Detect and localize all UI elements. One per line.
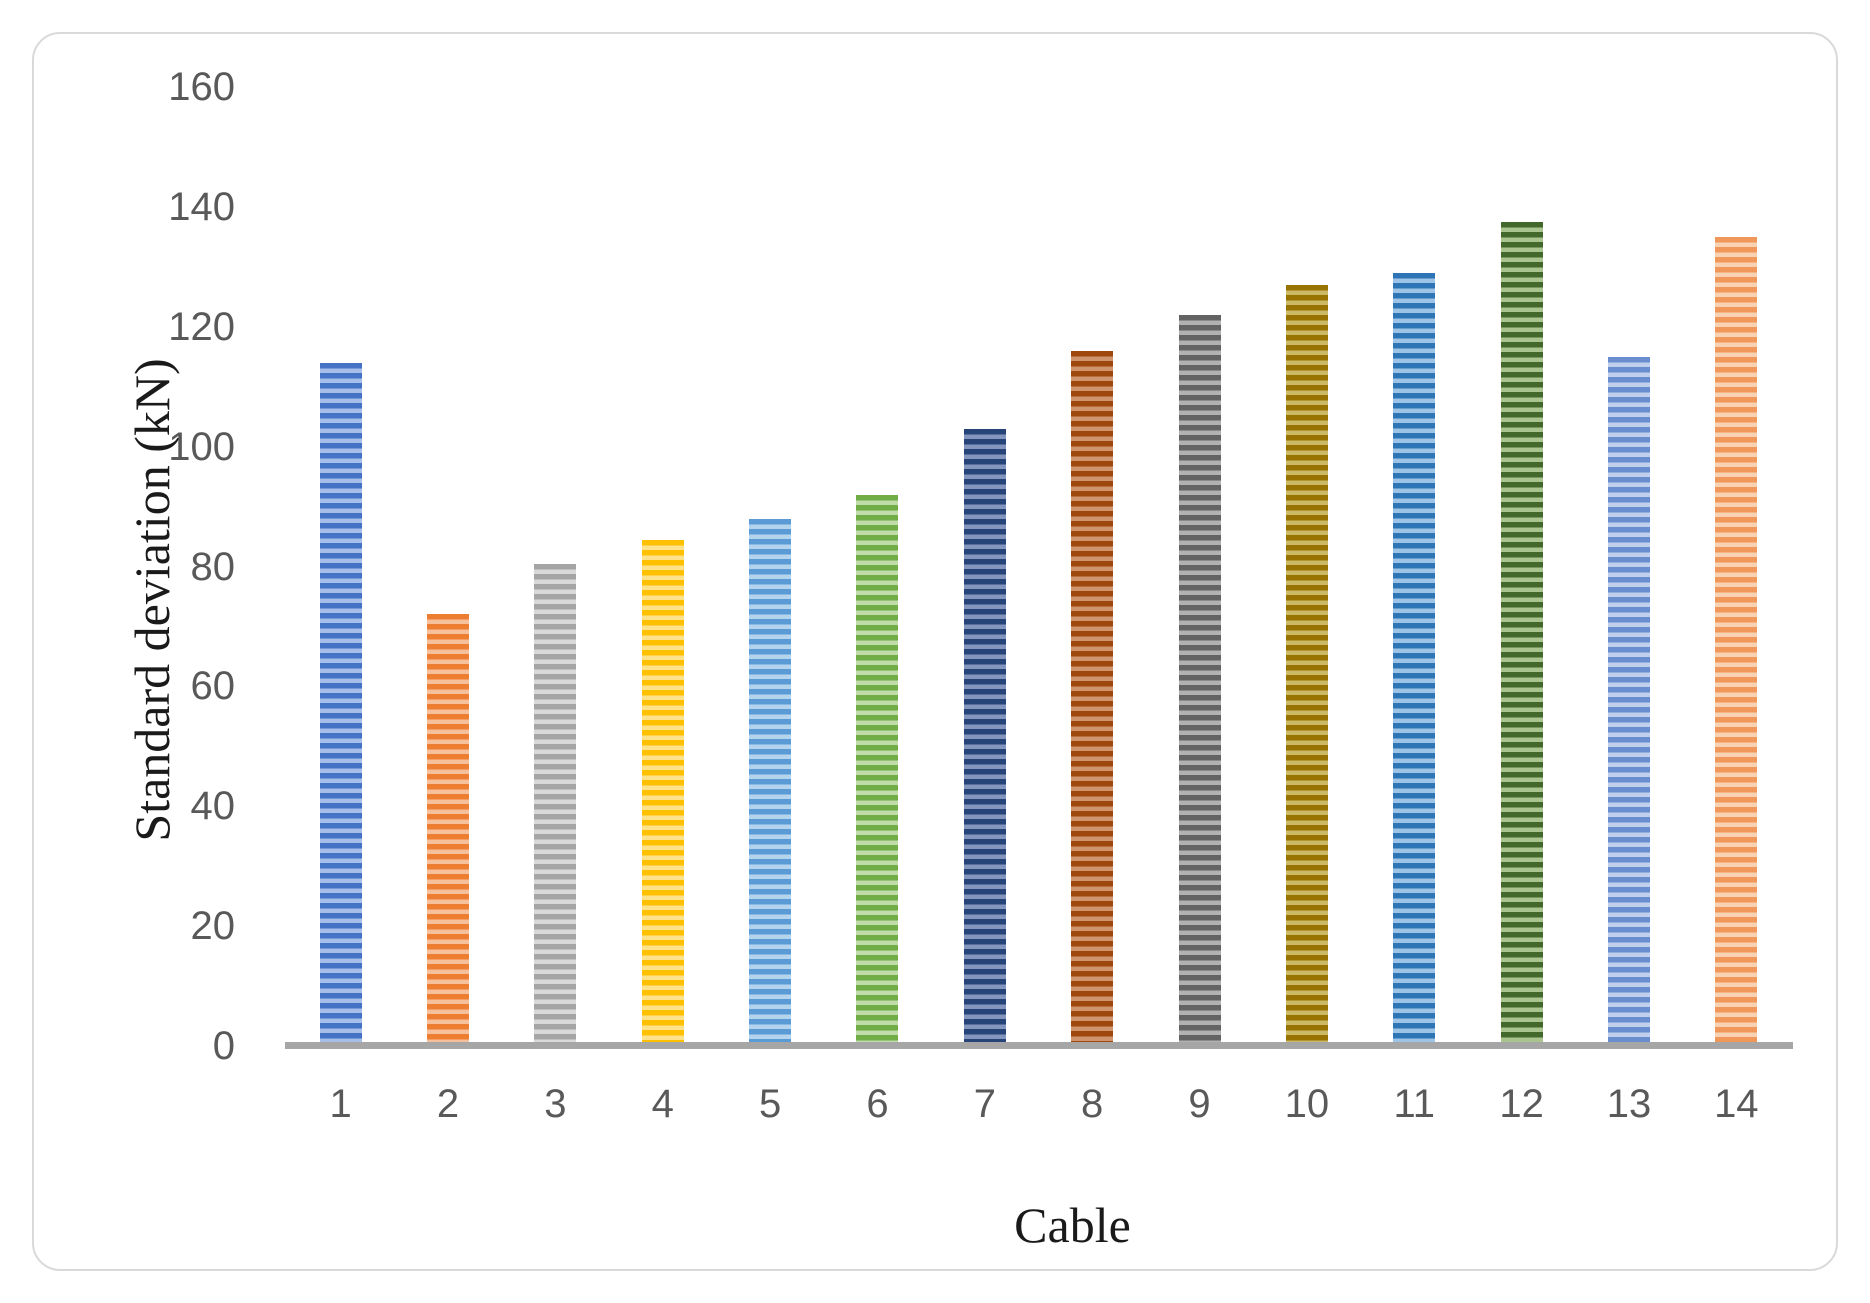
bar-cable-7 bbox=[963, 428, 1006, 1046]
y-tick-label-40: 40 bbox=[190, 784, 236, 829]
bar-slot-9 bbox=[1146, 87, 1253, 1046]
bar-slot-12 bbox=[1468, 87, 1575, 1046]
y-tick-label-140: 140 bbox=[168, 184, 235, 229]
bar-cable-3 bbox=[534, 563, 577, 1046]
y-tick-label-160: 160 bbox=[168, 65, 235, 109]
bar-slot-6 bbox=[824, 87, 931, 1046]
x-tick-label-10: 10 bbox=[1284, 1082, 1330, 1126]
bar-slot-11 bbox=[1361, 87, 1468, 1046]
bar-slot-10 bbox=[1253, 87, 1360, 1046]
y-tick-label-0: 0 bbox=[212, 1024, 235, 1068]
x-tick-label-6: 6 bbox=[866, 1082, 889, 1126]
bar-slot-5 bbox=[716, 87, 823, 1046]
bar-slot-3 bbox=[502, 87, 609, 1046]
x-tick-label-11: 11 bbox=[1393, 1082, 1435, 1126]
x-tick-label-9: 9 bbox=[1188, 1082, 1211, 1126]
x-tick-label-13: 13 bbox=[1606, 1082, 1652, 1126]
plot-area bbox=[287, 87, 1790, 1046]
x-tick-label-5: 5 bbox=[758, 1082, 782, 1126]
bar-cable-2 bbox=[427, 614, 470, 1046]
y-tick-label-100: 100 bbox=[168, 424, 235, 469]
bar-slot-2 bbox=[394, 87, 501, 1046]
x-axis-title: Cable bbox=[1014, 1197, 1131, 1253]
y-tick-label-120: 120 bbox=[168, 304, 235, 349]
bar-slot-13 bbox=[1575, 87, 1682, 1046]
bar-slot-14 bbox=[1683, 87, 1790, 1046]
x-tick-label-8: 8 bbox=[1081, 1082, 1104, 1126]
bar-cable-8 bbox=[1071, 350, 1114, 1046]
x-tick-label-7: 7 bbox=[973, 1082, 996, 1126]
bar-slot-1 bbox=[287, 87, 394, 1046]
x-tick-label-3: 3 bbox=[544, 1082, 567, 1126]
x-tick-label-4: 4 bbox=[651, 1082, 674, 1126]
bar-cable-5 bbox=[749, 518, 792, 1046]
x-tick-label-2: 2 bbox=[436, 1082, 460, 1126]
y-tick-label-20: 20 bbox=[190, 904, 236, 949]
bar-cable-11 bbox=[1393, 272, 1436, 1046]
x-tick-label-12: 12 bbox=[1499, 1082, 1544, 1126]
bar-cable-12 bbox=[1500, 221, 1543, 1046]
bar-cable-13 bbox=[1607, 356, 1650, 1046]
bar-cable-10 bbox=[1285, 284, 1328, 1046]
bar-cable-9 bbox=[1178, 314, 1221, 1046]
bar-cable-6 bbox=[856, 494, 899, 1046]
x-tick-label-14: 14 bbox=[1714, 1082, 1759, 1126]
y-tick-label-60: 60 bbox=[190, 664, 236, 709]
y-tick-label-80: 80 bbox=[190, 544, 236, 589]
bar-cable-14 bbox=[1715, 236, 1758, 1046]
bar-slot-7 bbox=[931, 87, 1038, 1046]
bar-cable-4 bbox=[641, 539, 684, 1046]
bar-slot-4 bbox=[609, 87, 716, 1046]
bar-slot-8 bbox=[1039, 87, 1146, 1046]
x-tick-label-1: 1 bbox=[329, 1082, 352, 1126]
x-axis-line bbox=[285, 1042, 1793, 1049]
bar-cable-1 bbox=[319, 362, 362, 1046]
